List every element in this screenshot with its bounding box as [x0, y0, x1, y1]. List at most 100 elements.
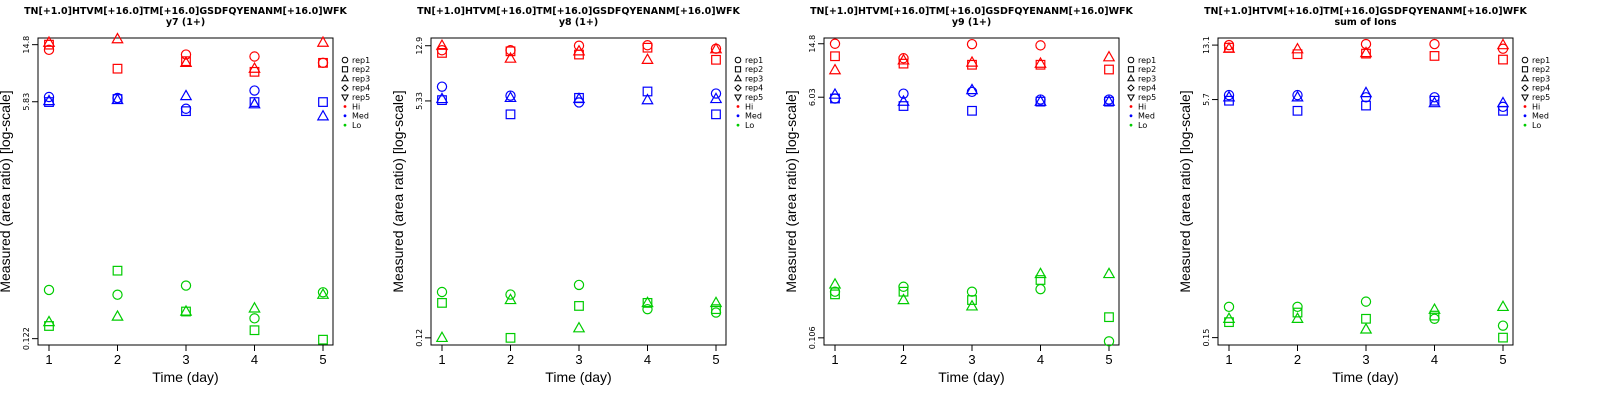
- legend-marker: [341, 84, 349, 92]
- data-point: [1034, 56, 1047, 68]
- data-point: [1498, 54, 1508, 65]
- data-point: [1292, 301, 1303, 313]
- data-point: [642, 40, 653, 51]
- data-point: [435, 331, 449, 343]
- data-point: [179, 304, 193, 316]
- data-point: [1360, 92, 1372, 103]
- data-point: [1222, 311, 1236, 323]
- data-point: [830, 51, 840, 62]
- data-point: [1035, 40, 1046, 51]
- legend-marker: [1127, 84, 1135, 92]
- legend-label: Hi: [745, 102, 753, 111]
- plot-frame: [1217, 37, 1514, 346]
- y-tick-label: 14.8: [22, 36, 31, 54]
- data-point: [505, 332, 516, 343]
- legend-label: Lo: [352, 121, 361, 130]
- legend-label: rep2: [1138, 65, 1156, 74]
- legend-label: rep4: [352, 84, 370, 93]
- x-tick-label: 4: [1037, 352, 1044, 367]
- data-point: [642, 303, 653, 315]
- data-point: [43, 44, 55, 56]
- chart-panel-2: TN[+1.0]HTVM[+16.0]TM[+16.0]GSDFQYENANM[…: [390, 6, 763, 385]
- data-point: [180, 103, 192, 114]
- data-point: [898, 286, 909, 297]
- data-point: [316, 35, 330, 47]
- data-point: [1292, 105, 1303, 116]
- legend-marker: [1523, 114, 1527, 118]
- x-axis-label: Time (day): [938, 369, 1004, 385]
- legend-label: Med: [1138, 112, 1155, 121]
- legend-marker: [736, 123, 740, 127]
- data-point: [897, 53, 910, 65]
- data-point: [828, 277, 842, 289]
- data-point: [249, 313, 260, 324]
- legend-marker: [1521, 74, 1529, 82]
- data-point: [711, 304, 721, 315]
- legend-label: rep2: [1532, 65, 1550, 74]
- data-point: [504, 91, 517, 103]
- data-point: [1104, 312, 1114, 323]
- legend-marker: [734, 94, 742, 102]
- data-point: [1102, 94, 1116, 106]
- data-point: [179, 89, 193, 101]
- data-point: [1034, 267, 1047, 279]
- legend-marker: [1127, 56, 1135, 64]
- data-point: [897, 293, 910, 305]
- chart-subtitle: y9 (1+): [952, 17, 991, 28]
- legend-marker: [343, 123, 347, 127]
- x-tick-label: 3: [968, 352, 975, 367]
- legend-label: rep1: [745, 56, 763, 65]
- data-points: [828, 38, 1116, 347]
- y-axis-label: Measured (area ratio) [log-scale]: [1177, 90, 1193, 292]
- data-point: [574, 301, 584, 311]
- plot-frame: [823, 37, 1120, 346]
- data-point: [42, 35, 56, 47]
- legend-marker: [736, 114, 740, 118]
- data-point: [249, 85, 260, 96]
- data-point: [437, 297, 447, 308]
- data-point: [642, 86, 653, 97]
- legend-marker: [734, 84, 742, 92]
- data-point: [42, 315, 56, 327]
- data-point: [830, 289, 840, 300]
- data-point: [1361, 100, 1371, 111]
- legend-marker: [1523, 123, 1527, 127]
- data-point: [966, 286, 978, 297]
- x-tick-label: 5: [712, 352, 719, 367]
- data-point: [897, 94, 910, 106]
- legend-marker: [1523, 105, 1527, 108]
- legend-label: rep3: [745, 74, 763, 83]
- data-point: [1035, 275, 1046, 285]
- data-point: [642, 297, 653, 308]
- y-tick-label: 5.7: [1202, 93, 1211, 106]
- legend-marker: [734, 74, 742, 82]
- data-point: [572, 44, 586, 56]
- x-axis-label: Time (day): [1332, 369, 1398, 385]
- legend-label: Lo: [745, 121, 754, 130]
- x-tick-label: 5: [1105, 352, 1112, 367]
- data-point: [573, 279, 585, 291]
- data-point: [504, 51, 517, 63]
- data-point: [112, 63, 123, 74]
- data-point: [437, 48, 447, 58]
- data-points: [1222, 38, 1510, 343]
- data-point: [966, 38, 978, 50]
- chart-subtitle: sum of Ions: [1334, 17, 1396, 28]
- data-point: [318, 57, 328, 68]
- data-point: [1428, 96, 1441, 108]
- x-tick-label: 4: [644, 352, 651, 367]
- data-point: [1291, 90, 1304, 102]
- data-point: [1496, 38, 1510, 50]
- legend-marker: [734, 56, 742, 64]
- data-point: [248, 61, 261, 73]
- legend-marker: [341, 74, 349, 82]
- data-point: [1222, 90, 1236, 102]
- legend-marker: [1521, 66, 1529, 73]
- legend-label: rep5: [1532, 93, 1550, 102]
- y-tick-label: 0.122: [22, 327, 31, 350]
- legend-marker: [1127, 94, 1135, 102]
- data-point: [966, 86, 978, 98]
- data-point: [1035, 96, 1046, 107]
- legend-label: rep4: [745, 84, 763, 93]
